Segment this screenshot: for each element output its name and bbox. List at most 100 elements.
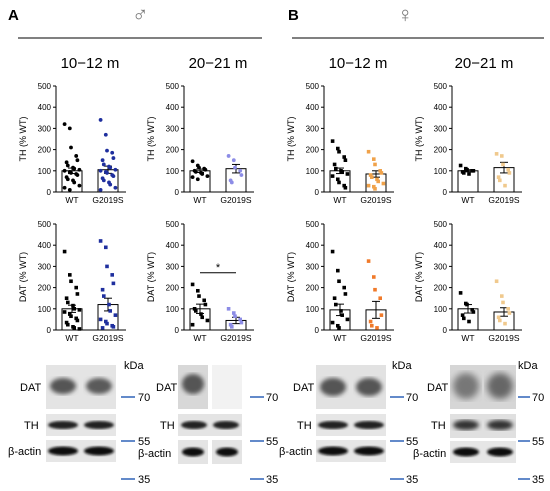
marker-35-label-3: 35 <box>406 474 418 486</box>
marker-70-label-3: 70 <box>406 392 418 404</box>
data-point <box>238 168 243 173</box>
data-point <box>72 307 76 311</box>
blot-block-a-young <box>46 365 116 462</box>
data-point <box>111 281 116 286</box>
data-point <box>340 313 344 317</box>
x-tick-label: WT <box>333 195 346 205</box>
data-point <box>77 308 82 312</box>
x-tick-label: G2019S <box>488 333 520 343</box>
data-point <box>203 167 208 172</box>
y-tick-label: 400 <box>38 241 52 250</box>
data-point <box>192 307 197 311</box>
chart-4: 0 100 200 300 400 500 DAT (% WT) WT G2019S <box>18 220 126 343</box>
y-tick-label: 300 <box>306 124 320 133</box>
data-point <box>366 149 371 154</box>
data-point <box>67 126 72 131</box>
data-point <box>98 187 103 192</box>
data-point <box>68 273 72 277</box>
data-point <box>200 315 204 320</box>
data-point <box>105 321 109 326</box>
marker-35-label-2: 35 <box>266 474 278 486</box>
data-point <box>496 175 501 179</box>
data-point <box>503 321 507 326</box>
y-tick-label: 0 <box>443 188 448 197</box>
data-point <box>72 180 77 185</box>
y-tick-label: 400 <box>434 103 448 112</box>
data-point <box>506 307 510 311</box>
data-point <box>199 312 203 316</box>
y-tick-label: 200 <box>434 284 448 293</box>
data-point <box>345 317 350 322</box>
marker-35-label-4: 35 <box>532 474 544 486</box>
data-point <box>458 163 463 168</box>
data-point <box>500 154 504 158</box>
data-point <box>366 183 371 188</box>
data-point <box>494 152 499 156</box>
data-point <box>74 285 78 290</box>
y-tick-label: 400 <box>434 241 448 250</box>
data-point <box>102 294 106 298</box>
male-symbol: ♂ <box>132 2 149 27</box>
data-point <box>228 322 233 327</box>
y-tick-label: 400 <box>166 103 180 112</box>
y-tick-label: 0 <box>175 188 180 197</box>
data-point <box>375 326 379 330</box>
y-axis-label: DAT (% WT) <box>414 252 424 302</box>
data-point <box>69 171 73 175</box>
marker-55-label-2: 55 <box>266 436 278 448</box>
marker-70-label-4: 70 <box>532 392 544 404</box>
data-point <box>226 154 231 158</box>
data-point <box>105 171 109 175</box>
y-tick-label: 0 <box>443 326 448 335</box>
y-tick-label: 500 <box>166 82 180 91</box>
x-tick-label: G2019S <box>220 333 252 343</box>
data-point <box>373 287 377 292</box>
y-axis-label: TH (% WT) <box>18 117 28 162</box>
data-point <box>64 160 69 165</box>
data-point <box>330 249 335 254</box>
data-point <box>336 177 340 182</box>
data-point <box>337 326 341 330</box>
data-point <box>231 158 236 163</box>
data-point <box>111 174 116 179</box>
chart-2: 0 100 200 300 400 500 TH (% WT) WT G2019S <box>286 82 394 205</box>
data-point <box>337 279 341 284</box>
data-point <box>100 287 105 292</box>
data-point <box>190 175 195 180</box>
y-axis-label: TH (% WT) <box>146 117 156 162</box>
data-point <box>202 298 206 303</box>
data-point <box>462 171 466 175</box>
data-point <box>337 180 341 185</box>
y-axis-label: DAT (% WT) <box>18 252 28 302</box>
data-point <box>75 173 80 177</box>
data-point <box>77 327 82 331</box>
data-point <box>373 187 377 191</box>
marker-35-label-1: 35 <box>138 474 150 486</box>
data-point <box>190 322 195 327</box>
data-point <box>205 174 210 179</box>
data-point <box>107 302 111 307</box>
data-point <box>494 279 499 284</box>
data-point <box>376 179 380 184</box>
y-tick-label: 400 <box>166 241 180 250</box>
y-axis-label: TH (% WT) <box>286 117 296 162</box>
data-point <box>233 165 237 170</box>
data-point <box>74 154 79 158</box>
data-point <box>330 174 335 178</box>
data-point <box>336 323 340 328</box>
y-tick-label: 200 <box>166 146 180 155</box>
data-point <box>103 132 108 137</box>
data-point <box>197 165 201 170</box>
y-tick-label: 100 <box>38 305 52 314</box>
data-point <box>462 316 466 321</box>
x-tick-label: WT <box>193 333 206 343</box>
data-point <box>375 177 379 182</box>
y-tick-label: 0 <box>175 326 180 335</box>
data-point <box>379 171 384 175</box>
data-point <box>507 311 512 315</box>
marker-55-label-4: 55 <box>532 436 544 448</box>
y-tick-label: 0 <box>47 326 52 335</box>
y-tick-label: 500 <box>306 82 320 91</box>
blot-label-th-1: TH <box>24 420 39 432</box>
data-point <box>342 285 346 290</box>
